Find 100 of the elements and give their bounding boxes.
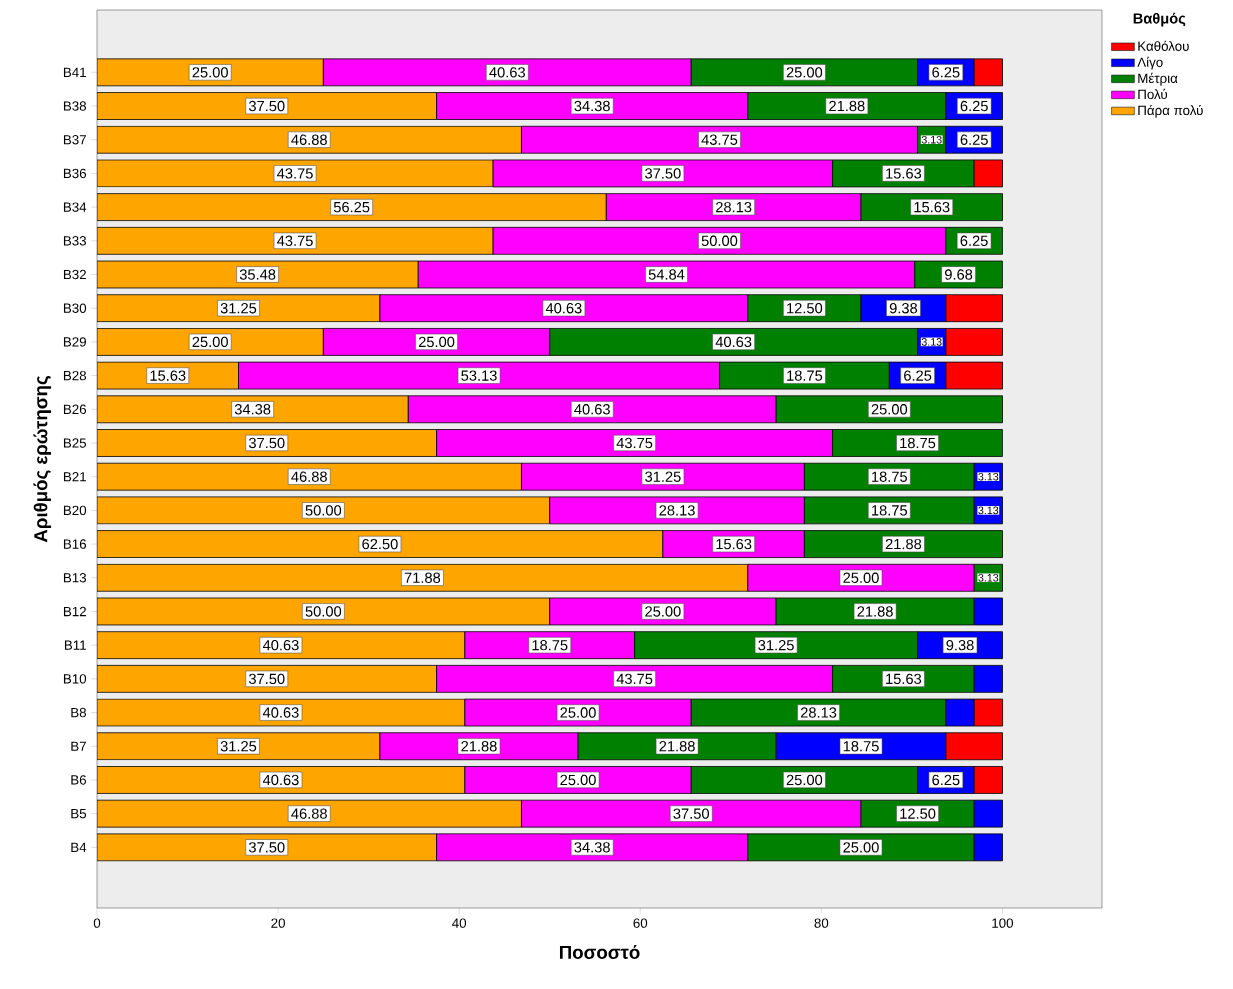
x-tick-label: 80 (814, 918, 829, 928)
data-label: 25.00 (843, 572, 879, 583)
data-label: 46.88 (291, 471, 327, 482)
data-label: 31.25 (645, 471, 681, 482)
data-label: 37.50 (673, 808, 709, 819)
data-label: 18.75 (900, 437, 936, 449)
data-label: 43.75 (701, 134, 738, 145)
data-label: 40.63 (715, 336, 752, 348)
data-label: 43.75 (616, 437, 653, 449)
data-label: 37.50 (645, 168, 681, 179)
data-label: 6.25 (932, 67, 960, 78)
data-label: 15.63 (886, 673, 922, 685)
data-label: 34.38 (234, 404, 271, 415)
data-label: 40.63 (262, 639, 299, 651)
y-tick-label: B13 (63, 573, 87, 583)
data-label: 40.63 (489, 67, 525, 78)
y-tick-label: B4 (71, 842, 87, 852)
y-tick-label: B7 (71, 741, 86, 751)
y-tick-label: B12 (63, 606, 86, 617)
data-label: 25.00 (560, 707, 596, 718)
data-label: 43.75 (277, 168, 313, 179)
data-label: 9.68 (945, 269, 973, 280)
data-label: 21.88 (461, 741, 497, 752)
data-label: 25.00 (560, 774, 596, 786)
y-tick-label: B30 (63, 303, 87, 313)
data-label: 28.13 (800, 707, 837, 718)
x-tick-label: 60 (633, 918, 648, 928)
y-tick-label: B34 (63, 202, 87, 212)
data-label: 18.75 (872, 471, 907, 482)
data-label: 18.75 (787, 370, 823, 381)
y-tick-label: B10 (63, 674, 87, 684)
y-tick-label: B36 (63, 168, 87, 179)
data-label: 37.50 (248, 673, 285, 685)
data-label: 40.63 (574, 404, 610, 415)
data-label: 25.00 (786, 67, 823, 78)
data-label: 18.75 (872, 505, 907, 516)
x-tick-label: 40 (452, 918, 467, 928)
data-label: 3.13 (921, 135, 942, 144)
data-label: 37.50 (248, 100, 285, 112)
data-label: 71.88 (404, 572, 441, 583)
data-label: 12.50 (787, 303, 823, 314)
data-label: 15.63 (150, 370, 186, 381)
legend-label: Καθόλου (1138, 40, 1189, 51)
data-label: 18.75 (532, 639, 568, 651)
data-label: 25.00 (418, 336, 455, 348)
data-label: 43.75 (277, 235, 313, 246)
data-label: 15.63 (914, 201, 950, 213)
data-label: 9.38 (889, 303, 918, 314)
data-label: 6.25 (932, 774, 960, 786)
data-label: 3.13 (921, 338, 942, 346)
data-label: 37.50 (248, 842, 285, 853)
data-label: 40.63 (262, 707, 299, 718)
y-tick-label: B37 (63, 135, 86, 145)
data-label: 37.50 (248, 437, 285, 449)
data-label: 28.13 (716, 201, 752, 213)
data-label: 53.13 (461, 370, 497, 381)
y-tick-label: B32 (63, 269, 86, 280)
data-label: 40.63 (262, 774, 299, 786)
data-label: 3.13 (978, 573, 999, 582)
data-label: 21.88 (659, 741, 695, 752)
data-label: 25.00 (871, 404, 908, 415)
legend-label: Πολύ (1138, 88, 1168, 100)
data-label: 12.50 (900, 808, 936, 819)
data-label: 50.00 (305, 606, 342, 617)
legend-title: Βαθμός (1133, 12, 1186, 27)
data-label: 31.25 (220, 741, 257, 752)
data-label: 46.88 (291, 134, 327, 145)
data-label: 9.38 (946, 639, 974, 651)
y-tick-label: B28 (63, 370, 87, 381)
data-label: 25.00 (645, 606, 681, 617)
data-label: 34.38 (574, 100, 610, 112)
data-label: 21.88 (885, 538, 922, 550)
y-tick-label: B29 (63, 337, 86, 347)
data-label: 56.25 (333, 201, 370, 213)
x-axis-title: Ποσοστό (559, 944, 640, 959)
data-label: 25.00 (843, 842, 879, 853)
data-label: 6.25 (960, 134, 988, 145)
data-label: 35.48 (239, 269, 276, 280)
data-label: 62.50 (362, 538, 398, 550)
y-tick-label: B41 (63, 67, 86, 77)
data-label: 50.00 (701, 235, 738, 246)
data-label: 46.88 (291, 808, 327, 819)
y-axis-title: Αριθμός ερώτησης (33, 376, 52, 543)
legend-label: Λίγο (1137, 56, 1163, 70)
y-tick-label: B5 (71, 808, 87, 819)
y-tick-label: B33 (63, 236, 87, 246)
x-tick-label: 20 (271, 918, 285, 928)
y-tick-label: B21 (63, 472, 86, 482)
data-label: 50.00 (305, 505, 342, 516)
y-tick-label: B38 (63, 101, 87, 111)
legend-label: Μέτρια (1138, 72, 1178, 86)
y-tick-label: B25 (63, 438, 87, 448)
data-label: 3.13 (978, 472, 999, 481)
data-label: 34.38 (574, 842, 610, 853)
data-label: 6.25 (960, 235, 988, 246)
data-label: 54.84 (648, 269, 685, 280)
y-tick-label: B20 (63, 505, 87, 516)
data-label: 31.25 (758, 639, 794, 651)
y-tick-label: B26 (63, 404, 87, 415)
legend-label: Πάρα πολύ (1138, 104, 1203, 118)
